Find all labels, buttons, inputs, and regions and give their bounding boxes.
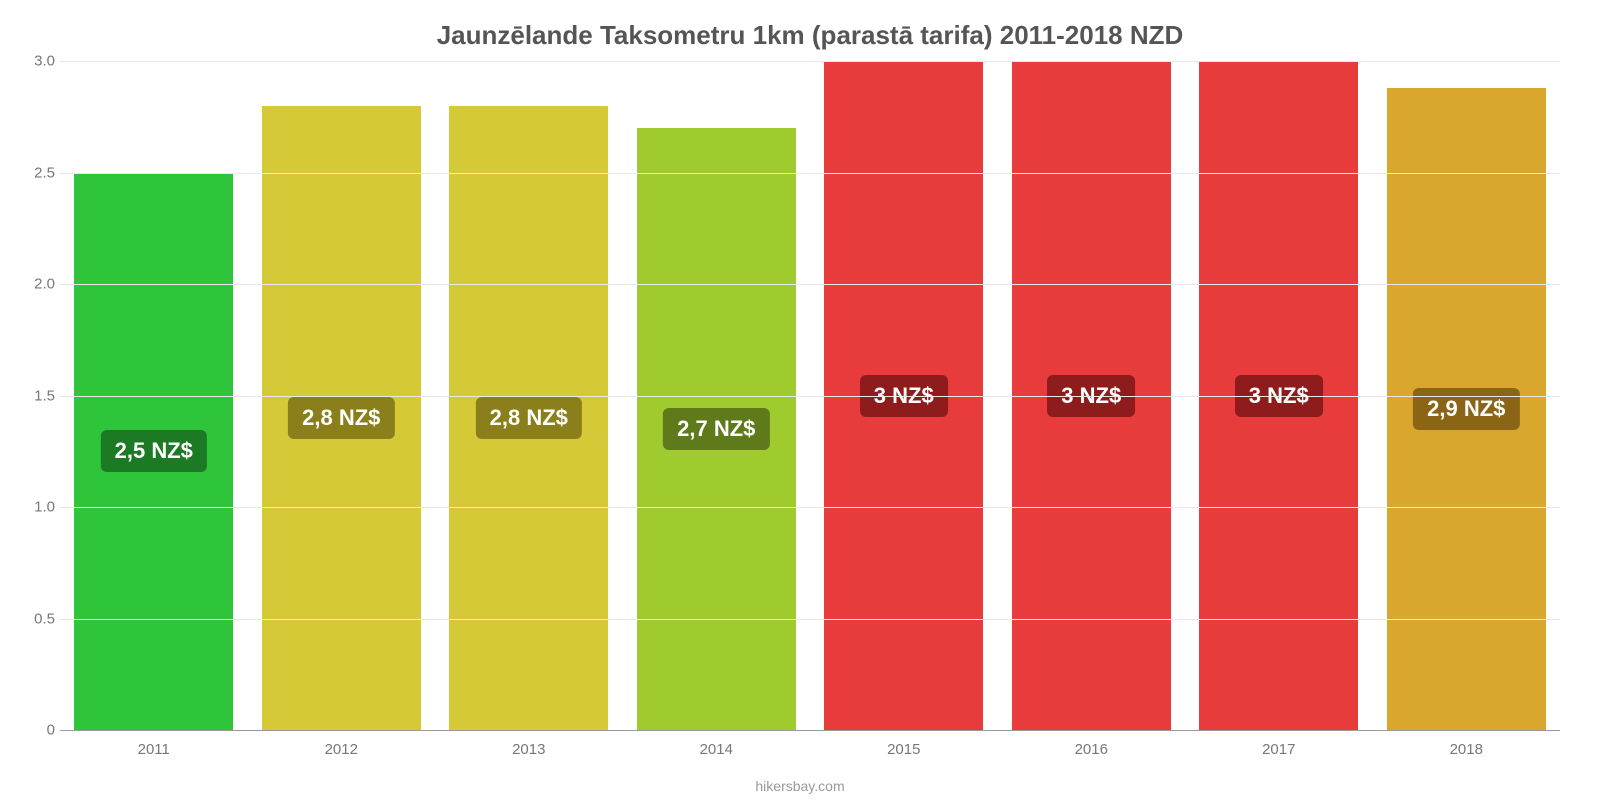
y-axis: 00.51.01.52.02.53.0 [15,61,55,730]
gridline [60,61,1560,62]
bar-value-label: 2,8 NZ$ [476,397,582,439]
y-tick: 0.5 [15,610,55,627]
y-tick: 3.0 [15,53,55,70]
x-tick: 2015 [810,741,998,758]
bar-value-label: 2,9 NZ$ [1413,388,1519,430]
gridline [60,507,1560,508]
y-tick: 2.5 [15,164,55,181]
bar: 2,9 NZ$ [1387,88,1546,730]
x-tick: 2018 [1373,741,1561,758]
bar-value-label: 2,5 NZ$ [101,430,207,472]
y-tick: 1.5 [15,387,55,404]
x-tick: 2012 [248,741,436,758]
y-tick: 2.0 [15,276,55,293]
plot-area: 00.51.01.52.02.53.0 2,5 NZ$2,8 NZ$2,8 NZ… [60,61,1560,731]
bar: 2,8 NZ$ [449,106,608,730]
gridline [60,396,1560,397]
x-axis: 20112012201320142015201620172018 [60,741,1560,758]
chart-container: Jaunzēlande Taksometru 1km (parastā tari… [0,0,1600,800]
x-tick: 2011 [60,741,248,758]
bar-value-label: 2,8 NZ$ [288,397,394,439]
gridline [60,284,1560,285]
bar: 2,8 NZ$ [262,106,421,730]
gridline [60,173,1560,174]
chart-title: Jaunzēlande Taksometru 1km (parastā tari… [60,20,1560,51]
x-tick: 2013 [435,741,623,758]
x-tick: 2017 [1185,741,1373,758]
attribution-text: hikersbay.com [0,778,1600,794]
bar: 2,5 NZ$ [74,173,233,731]
y-tick: 1.0 [15,499,55,516]
gridline [60,619,1560,620]
x-tick: 2016 [998,741,1186,758]
bar-value-label: 2,7 NZ$ [663,408,769,450]
bar: 2,7 NZ$ [637,128,796,730]
y-tick: 0 [15,722,55,739]
x-tick: 2014 [623,741,811,758]
